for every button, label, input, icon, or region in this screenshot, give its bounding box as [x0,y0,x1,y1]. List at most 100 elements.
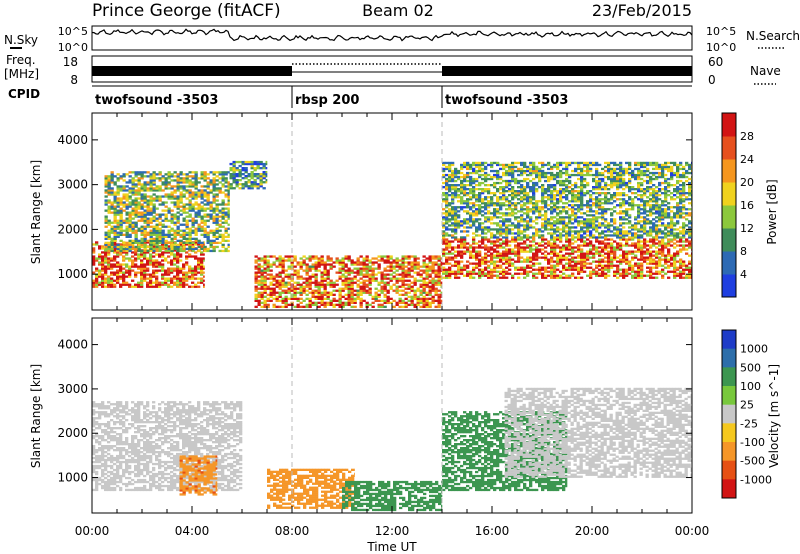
heatmap-cell [194,233,198,236]
heatmap-cell [377,303,381,306]
heatmap-cell [119,253,123,256]
heatmap-cell [107,177,111,180]
heatmap-cell [137,229,141,232]
heatmap-cell [598,260,602,263]
heatmap-cell [448,252,452,255]
heatmap-cell [179,243,183,246]
heatmap-cell [104,265,108,268]
heatmap-cell [478,262,482,265]
heatmap-cell [562,248,566,251]
heatmap-cell [206,249,210,253]
heatmap-cell [586,274,590,277]
heatmap-cell [191,243,195,246]
heatmap-cell [401,273,405,276]
heatmap-cell [265,181,268,184]
heatmap-cell [628,268,632,271]
heatmap-cell [487,260,491,263]
heatmap-cell [437,265,441,268]
heatmap-cell [167,277,171,280]
heatmap-cell [229,167,233,170]
heatmap-cell [215,215,219,218]
heatmap-cell [475,179,479,183]
heatmap-cell [448,240,452,243]
heatmap-cell [140,267,144,270]
heatmap-cell [353,299,357,302]
heatmap-cell [490,228,494,231]
heatmap-cell [413,289,417,292]
heatmap-cell [448,177,452,181]
heatmap-cell [532,181,536,185]
heatmap-cell [137,171,141,174]
heatmap-cell [434,287,438,290]
heatmap-cell [451,258,455,261]
heatmap-cell [484,244,488,247]
heatmap-cell [164,259,168,262]
heatmap-cell [173,189,177,192]
heatmap-cell [389,287,393,290]
heatmap-cell [176,189,180,192]
heatmap-cell [574,260,578,263]
heatmap-cell [146,181,150,184]
heatmap-cell [176,249,180,253]
heatmap-cell [511,228,515,231]
heatmap-cell [496,173,500,177]
heatmap-cell [484,254,488,257]
heatmap-cell [469,218,473,221]
heatmap-cell [215,179,219,182]
heatmap-cell [371,279,375,282]
heatmap-cell [146,251,150,254]
heatmap-cell [472,248,476,251]
heatmap-cell [335,257,339,260]
heatmap-cell [493,184,497,187]
heatmap-cell [299,285,303,288]
heatmap-cell [113,207,117,210]
heatmap-cell [185,189,189,192]
heatmap-cell [595,238,599,241]
heatmap-cell [344,297,348,300]
heatmap-cell [448,272,452,275]
heatmap-cell [685,276,689,279]
heatmap-cell [116,177,120,180]
heatmap-cell [134,185,138,188]
heatmap-cell [176,181,180,184]
heatmap-cell [463,230,467,233]
heatmap-cell [463,192,467,195]
heatmap-cell [440,281,443,284]
heatmap-cell [125,213,129,216]
heatmap-cell [448,186,452,189]
heatmap-cell [398,289,402,292]
heatmap-cell [404,271,408,274]
heatmap-cell [451,214,455,217]
heatmap-cell [170,237,174,240]
heatmap-cell [682,264,686,267]
heatmap-cell [544,163,548,167]
heatmap-cell [104,261,108,264]
heatmap-cell [281,299,285,302]
heatmap-cell [250,177,254,180]
heatmap-cell [625,258,629,261]
heatmap-cell [493,240,497,243]
heatmap-cell [640,276,644,279]
heatmap-cell [407,271,411,274]
heatmap-cell [305,305,309,308]
heatmap-cell [356,261,360,264]
heatmap-cell [664,262,668,265]
heatmap-cell [146,259,150,262]
heatmap-cell [149,243,153,246]
heatmap-cell [667,276,671,279]
heatmap-cell [454,208,458,211]
heatmap-cell [652,276,656,279]
heatmap-cell [140,279,144,282]
heatmap-cell [278,299,282,302]
heatmap-cell [266,263,270,266]
heatmap-cell [484,188,488,191]
heatmap-cell [311,263,315,266]
heatmap-cell [386,261,390,264]
heatmap-cell [457,268,461,271]
heatmap-cell [203,235,207,238]
heatmap-cell [137,189,141,192]
heatmap-cell [221,185,225,188]
heatmap-cell [143,245,147,249]
heatmap-cell [161,243,165,246]
noise-panel: N.Sky 10^5 10^0 10^5 10^0 N.Search [4,25,800,54]
